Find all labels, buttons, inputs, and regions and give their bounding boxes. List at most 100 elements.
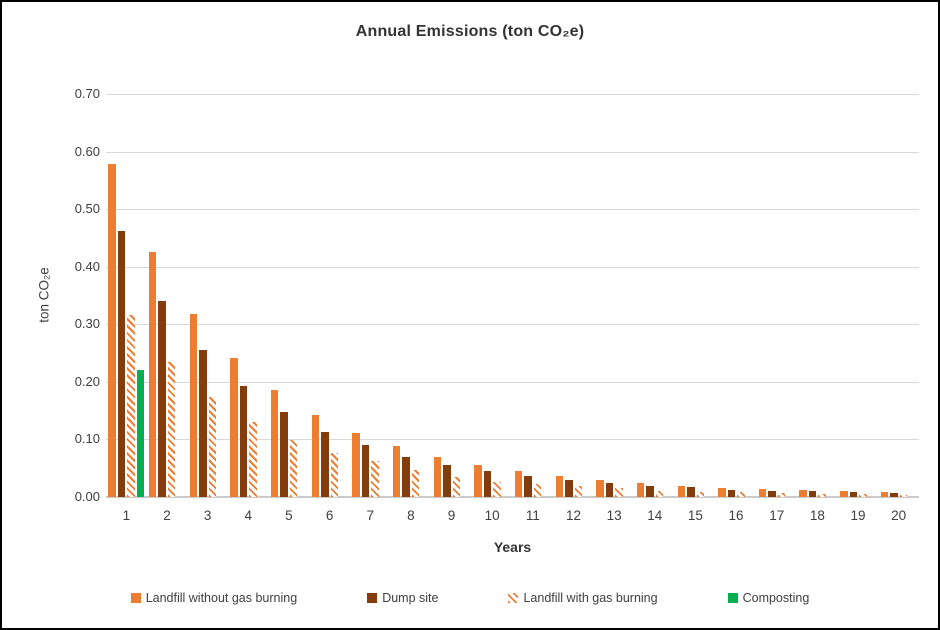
gridline [106, 381, 919, 383]
bar-dump-site-year-12 [565, 479, 573, 497]
bar-landfill-without-gas-burning-year-16 [718, 487, 726, 497]
bar-dump-site-year-2 [158, 301, 166, 497]
bar-landfill-without-gas-burning-year-13 [596, 479, 604, 497]
legend-item-landfill-without-gas-burning: Landfill without gas burning [130, 591, 297, 605]
gridline [106, 151, 919, 153]
bar-dump-site-year-8 [402, 456, 410, 497]
legend-item-dump-site: Dump site [367, 591, 438, 605]
gridline [106, 209, 919, 211]
gridline [106, 324, 919, 326]
legend-label: Dump site [382, 591, 439, 605]
bar-group-year-16 [716, 94, 757, 497]
bar-landfill-with-gas-burning-year-3 [208, 396, 217, 497]
legend-label: Composting [742, 591, 810, 605]
y-tick-label: 0.60 [74, 143, 100, 159]
bar-landfill-with-gas-burning-year-5 [289, 440, 298, 497]
plot-area [106, 94, 919, 498]
x-tick-label: 5 [285, 508, 293, 523]
bar-landfill-with-gas-burning-year-15 [696, 491, 705, 497]
x-tick-label: 10 [484, 508, 500, 523]
bar-landfill-with-gas-burning-year-16 [737, 492, 745, 497]
x-tick-label: 11 [525, 508, 540, 523]
bar-landfill-with-gas-burning-year-13 [615, 488, 623, 497]
bar-landfill-with-gas-burning-year-12 [574, 485, 583, 497]
x-axis-line [106, 496, 919, 498]
bar-dump-site-year-9 [443, 464, 451, 497]
legend-key-swatch [130, 593, 141, 603]
y-tick-label: 0.30 [74, 316, 100, 332]
bar-dump-site-year-20 [890, 493, 898, 497]
bar-landfill-without-gas-burning-year-10 [474, 464, 482, 497]
x-tick-label: 20 [891, 508, 907, 523]
bar-dump-site-year-17 [768, 490, 776, 497]
bar-group-year-19 [838, 94, 879, 497]
bar-landfill-with-gas-burning-year-11 [533, 484, 542, 497]
bar-landfill-without-gas-burning-year-8 [392, 445, 401, 497]
bar-dump-site-year-7 [361, 445, 370, 497]
bar-landfill-with-gas-burning-year-14 [655, 491, 664, 497]
legend-item-landfill-with-gas-burning: Landfill with gas burning [508, 591, 658, 605]
bar-landfill-without-gas-burning-year-9 [433, 456, 442, 497]
x-tick-label: 2 [163, 508, 171, 523]
bar-group-year-10 [472, 94, 513, 497]
bar-landfill-without-gas-burning-year-11 [514, 471, 523, 497]
bar-landfill-without-gas-burning-year-6 [311, 414, 320, 497]
bar-group-year-4 [228, 94, 269, 497]
bar-landfill-without-gas-burning-year-20 [880, 491, 889, 497]
bar-dump-site-year-16 [727, 489, 736, 497]
bar-group-year-5 [269, 94, 310, 497]
x-tick-label: 8 [407, 508, 415, 523]
gridline [106, 266, 919, 268]
legend: Landfill without gas burning Dump site Lan… [2, 591, 938, 605]
x-tick-label: 12 [565, 508, 581, 523]
x-tick-label: 13 [606, 508, 622, 523]
bar-dump-site-year-4 [239, 385, 248, 497]
bar-group-year-7 [350, 94, 391, 497]
y-tick-label: 0.40 [74, 258, 100, 274]
bar-landfill-without-gas-burning-year-18 [799, 490, 807, 497]
y-tick-label: 0.10 [74, 431, 100, 447]
x-tick-label: 19 [850, 508, 866, 523]
bar-group-year-18 [797, 94, 838, 497]
bar-landfill-without-gas-burning-year-17 [758, 488, 767, 497]
bar-dump-site-year-15 [687, 487, 695, 497]
gridline [106, 439, 919, 441]
bar-group-year-11 [513, 94, 554, 497]
bar-group-year-12 [553, 94, 594, 497]
bar-dump-site-year-3 [199, 349, 207, 497]
x-tick-label: 15 [687, 508, 703, 523]
legend-key-swatch [508, 593, 519, 603]
bar-group-year-3 [187, 94, 228, 497]
chart-title: Annual Emissions (ton CO₂e) [355, 23, 585, 40]
bar-dump-site-year-1 [117, 231, 126, 497]
legend-key-swatch [367, 593, 378, 603]
bar-landfill-with-gas-burning-year-20 [899, 494, 908, 497]
bar-landfill-without-gas-burning-year-7 [352, 432, 360, 497]
bar-dump-site-year-14 [646, 485, 654, 497]
bar-landfill-with-gas-burning-year-17 [777, 493, 786, 497]
bar-landfill-without-gas-burning-year-2 [148, 251, 157, 497]
bar-group-year-1 [106, 94, 147, 497]
x-tick-label: 1 [122, 508, 131, 523]
x-tick-label: 14 [647, 508, 663, 523]
gridline [106, 94, 919, 95]
bar-landfill-with-gas-burning-year-19 [859, 494, 867, 497]
x-tick-label: 16 [728, 508, 744, 523]
bar-landfill-with-gas-burning-year-4 [249, 422, 257, 497]
bar-group-year-2 [147, 94, 188, 497]
bar-landfill-without-gas-burning-year-19 [840, 491, 848, 497]
bar-landfill-without-gas-burning-year-12 [555, 475, 564, 497]
bars-layer [106, 94, 919, 497]
bar-landfill-without-gas-burning-year-5 [270, 389, 279, 497]
y-tick-label: 0.50 [74, 201, 100, 217]
x-tick-label: 3 [203, 508, 212, 523]
bar-landfill-with-gas-burning-year-10 [493, 481, 501, 497]
bar-landfill-without-gas-burning-year-14 [636, 482, 645, 497]
y-tick-label: 0.20 [74, 373, 100, 389]
bar-dump-site-year-19 [849, 492, 858, 497]
x-tick-label: 7 [366, 508, 374, 523]
legend-label: Landfill with gas burning [523, 591, 658, 605]
bar-landfill-with-gas-burning-year-9 [452, 476, 461, 497]
x-tick-label: 9 [447, 508, 456, 523]
bar-landfill-with-gas-burning-year-2 [167, 362, 176, 497]
